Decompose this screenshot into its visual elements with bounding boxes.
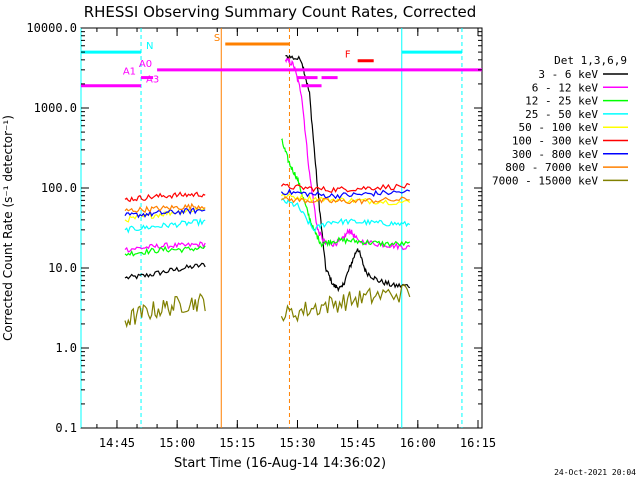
y-tick-label: 10000.0 [26, 21, 77, 35]
series-line-4 [280, 197, 411, 233]
x-tick-label: 15:30 [279, 436, 315, 450]
series-line-3 [124, 245, 206, 257]
series-line-4 [124, 217, 206, 234]
series-line-6 [280, 182, 411, 194]
series-lines [124, 54, 411, 329]
flag-label-a3: A3 [146, 75, 159, 86]
legend-label: 12 - 25 keV [525, 95, 598, 108]
flag-label-a1: A1 [123, 67, 136, 78]
series-line-3 [281, 138, 411, 248]
series-line-7 [124, 207, 206, 219]
series-line-8 [281, 196, 410, 205]
timestamp: 24-Oct-2021 20:04 [554, 468, 636, 477]
legend-label: 7000 - 15000 keV [492, 174, 598, 187]
series-line-5 [280, 192, 411, 206]
y-tick-label: 100.0 [41, 181, 77, 195]
axes: 0.1 1.0 10.0 100.0 1000.0 10000.0 14:45 15:00 15… [26, 21, 496, 450]
x-tick-label: 15:00 [159, 436, 195, 450]
x-tick-label: 16:00 [400, 436, 436, 450]
y-tick-label: 10.0 [48, 261, 77, 275]
series-line-2 [284, 57, 411, 251]
x-tick-label: 15:15 [219, 436, 255, 450]
series-line-7 [280, 188, 411, 200]
flag-label-f: F [345, 50, 351, 61]
legend-label: 25 - 50 keV [525, 108, 598, 121]
series-line-2 [124, 241, 206, 253]
vertical-markers [80, 28, 463, 428]
x-axis-label: Start Time (16-Aug-14 14:36:02) [174, 456, 386, 471]
flag-label-a0: A0 [139, 59, 152, 70]
y-tick-label: 1.0 [55, 341, 77, 355]
legend-label: 300 - 800 keV [512, 148, 598, 161]
series-line-6 [124, 191, 206, 203]
legend-title: Det 1,3,6,9 [554, 54, 627, 67]
x-tick-label: 14:45 [99, 436, 135, 450]
legend-label: 50 - 100 keV [519, 121, 599, 134]
chart-title: RHESSI Observing Summary Count Rates, Co… [84, 3, 477, 21]
flag-label-s: S [214, 33, 220, 44]
x-tick-label: 16:15 [460, 436, 496, 450]
x-tick-label: 15:45 [340, 436, 376, 450]
legend-label: 100 - 300 keV [512, 135, 598, 148]
series-line-1 [285, 54, 411, 293]
y-tick-label: 0.1 [55, 421, 77, 435]
flag-label-n: N [146, 41, 153, 52]
y-tick-label: 1000.0 [34, 101, 77, 115]
series-line-9 [124, 292, 206, 329]
y-axis-label: Corrected Count Rate (s⁻¹ detector⁻¹) [1, 115, 15, 341]
legend-label: 6 - 12 keV [532, 81, 599, 94]
legend-label: 800 - 7000 keV [505, 161, 598, 174]
series-line-9 [280, 283, 411, 323]
series-line-8 [124, 202, 206, 214]
legend-label: 3 - 6 keV [538, 68, 598, 81]
series-line-1 [124, 262, 206, 280]
